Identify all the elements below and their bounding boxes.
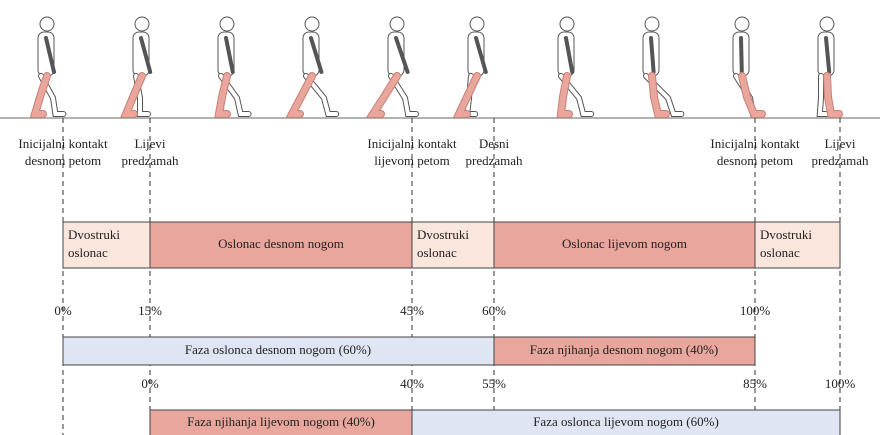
right-leg-scale-label: 60% [482,303,506,318]
right-leg-phase [62,336,495,366]
figure-right-leg-fill [287,73,315,117]
support-phase [62,221,151,269]
left-leg-phase-label: Faza oslonca lijevom nogom (60%) [533,414,719,429]
event-label: lijevom petom [374,153,449,168]
support-phase [149,221,413,269]
figure-arm [824,36,832,74]
figure-right-leg-fill [824,73,842,117]
left-leg-scale-label: 40% [400,376,424,391]
left-leg-scale-label: 100% [825,376,856,391]
figure-head [389,16,405,32]
figure-arm [309,36,324,74]
figure-arm [649,36,656,74]
right-leg-phase-label: Faza oslonca desnom nogom (60%) [185,342,371,357]
event-label: desnom petom [717,153,793,168]
figure-head [219,16,235,32]
support-phase-label: Dvostruki [68,227,120,242]
left-leg-scale-label: 55% [482,376,506,391]
figure-arm [564,36,575,74]
event-label: Inicijalni kontakt [367,136,457,151]
figure-right-leg-fill [454,73,480,117]
left-leg-scale-label: 0% [141,376,159,391]
right-leg-phase-label: Faza njihanja desnom nogom (40%) [530,342,718,357]
figure-left-leg-fill [304,74,339,116]
support-phase-label: Dvostruki [760,227,812,242]
event-label: Inicijalni kontakt [710,136,800,151]
right-leg-scale-label: 100% [740,303,771,318]
event-label: predzamah [465,153,523,168]
figure-left-leg-fill [219,74,251,116]
figure-left-leg-fill [389,74,418,116]
left-leg-phase-label: Faza njihanja lijevom nogom (40%) [187,414,375,429]
figure-head [469,16,485,32]
figure-right-leg-fill [367,73,400,117]
figure-right-leg-fill [649,73,669,117]
figure-right-leg-fill [557,73,572,117]
support-phase-label: oslonac [760,245,800,260]
figure-left-leg-fill [817,74,830,116]
figure-right-leg-fill [739,73,765,117]
right-leg-scale-label: 0% [54,303,72,318]
figure-head [819,16,835,32]
right-leg-phase [493,336,756,366]
support-phase [411,221,495,269]
figure-arm [394,36,410,74]
event-label: Inicijalni kontakt [18,136,108,151]
figure-arm [224,36,235,74]
right-leg-scale-label: 15% [138,303,162,318]
support-phase-label: oslonac [417,245,457,260]
event-label: Lijevi [134,136,165,151]
figure-right-leg-fill [30,73,50,117]
event-label: predzamah [811,153,869,168]
figure-head [559,16,575,32]
figure-head [644,16,660,32]
figure-right-leg-fill [215,73,230,117]
event-label: predzamah [121,153,179,168]
event-label: Desni [479,136,510,151]
event-label: Lijevi [824,136,855,151]
figure-left-leg-fill [559,74,594,116]
figure-arm [474,36,488,74]
right-leg-scale-label: 45% [400,303,424,318]
left-leg-scale-label: 85% [743,376,767,391]
figure-arm [139,36,153,74]
figure-head [134,16,150,32]
figure-head [304,16,320,32]
support-phase-label: oslonac [68,245,108,260]
event-label: desnom petom [25,153,101,168]
figure-arm [44,36,56,74]
support-phase-label: Dvostruki [417,227,469,242]
figure-head [39,16,55,32]
figure-head [734,16,750,32]
figure-arm [739,36,744,74]
support-phase [754,221,841,269]
support-phase-label: Oslonac desnom nogom [218,236,344,251]
left-leg-phase [411,409,841,435]
figure-right-leg-fill [121,73,145,117]
support-phase-label: Oslonac lijevom nogom [562,236,687,251]
